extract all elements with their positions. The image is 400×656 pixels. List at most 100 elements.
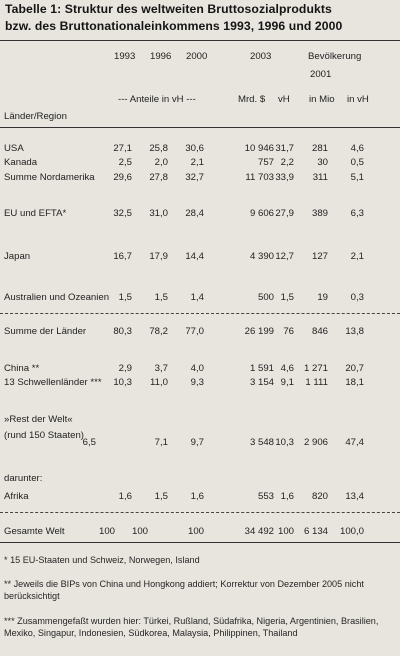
cell-pop-vh: 0,3 xyxy=(350,292,364,303)
header-1996: 1996 xyxy=(150,51,172,62)
cell-pop-vh: 0,5 xyxy=(350,157,364,168)
row-label: 13 Schwellenländer *** xyxy=(4,377,102,388)
cell-mio: 1 111 xyxy=(305,377,328,388)
cell-1996: 78,2 xyxy=(149,326,168,337)
cell-vh: 4,6 xyxy=(280,363,294,374)
cell-mio: 30 xyxy=(317,157,328,168)
cell-pop-vh: 18,1 xyxy=(345,377,364,388)
cell-mrd: 34 492 xyxy=(244,526,274,537)
cell-2000: 77,0 xyxy=(185,326,204,337)
footnote-1: * 15 EU-Staaten und Schweiz, Norwegen, I… xyxy=(4,555,200,565)
cell-2000: 9,7 xyxy=(190,437,204,448)
header-mrd: Mrd. $ xyxy=(238,94,266,105)
title-line-1: Tabelle 1: Struktur des weltweiten Brutt… xyxy=(5,2,332,16)
cell-mio: 19 xyxy=(317,292,328,303)
cell-1993: 2,9 xyxy=(118,363,132,374)
footnote-3: *** Zusammengefaßt wurden hier: Türkei, … xyxy=(4,616,379,639)
cell-1996: 1,5 xyxy=(154,292,168,303)
cell-mrd: 757 xyxy=(257,157,274,168)
cell-1993: 1,5 xyxy=(118,292,132,303)
cell-mio: 6 134 xyxy=(303,526,328,537)
header-region: Länder/Region xyxy=(4,111,67,122)
cell-vh: 12,7 xyxy=(275,251,294,262)
cell-1996: 3,7 xyxy=(154,363,168,374)
cell-1996: 100 xyxy=(131,526,148,537)
cell-pop-vh: 5,1 xyxy=(350,172,364,183)
cell-mrd: 3 548 xyxy=(249,437,274,448)
cell-mrd: 500 xyxy=(257,292,274,303)
cell-vh: 10,3 xyxy=(275,437,294,448)
cell-vh: 1,5 xyxy=(280,292,294,303)
row-label: darunter: xyxy=(4,473,43,484)
cell-vh: 100 xyxy=(277,526,294,537)
row-label: China ** xyxy=(4,363,40,374)
cell-pop-vh: 13,4 xyxy=(345,491,364,502)
cell-mio: 2 906 xyxy=(303,437,328,448)
cell-mio: 389 xyxy=(311,208,328,219)
cell-mio: 281 xyxy=(311,143,328,154)
cell-1993: 10,3 xyxy=(113,377,132,388)
row-label: Summe Nordamerika xyxy=(4,172,95,183)
row-label: (rund 150 Staaten) xyxy=(4,430,85,441)
dashed-separator-1 xyxy=(0,313,400,314)
cell-mio: 846 xyxy=(311,326,328,337)
header-1993: 1993 xyxy=(114,51,136,62)
cell-mrd: 4 390 xyxy=(249,251,274,262)
title-line-2: bzw. des Bruttonationaleinkommens 1993, … xyxy=(5,19,343,33)
cell-vh: 9,1 xyxy=(280,377,294,388)
cell-2000: 14,4 xyxy=(185,251,204,262)
cell-pop-vh: 47,4 xyxy=(345,437,364,448)
cell-1996: 2,0 xyxy=(154,157,168,168)
row-label: USA xyxy=(4,143,24,154)
cell-mrd: 1 591 xyxy=(249,363,274,374)
header-in-mio: in Mio xyxy=(309,94,335,105)
cell-vh: 33,9 xyxy=(275,172,294,183)
row-label: Japan xyxy=(4,251,31,262)
cell-mrd: 9 606 xyxy=(249,208,274,219)
cell-1996: 7,1 xyxy=(154,437,168,448)
cell-2000: 2,1 xyxy=(190,157,204,168)
header-in-vh: in vH xyxy=(347,94,369,105)
cell-1996: 31,0 xyxy=(149,208,168,219)
row-label: Afrika xyxy=(4,491,29,502)
cell-pop-vh: 4,6 xyxy=(350,143,364,154)
cell-2000: 1,6 xyxy=(190,491,204,502)
cell-mio: 820 xyxy=(311,491,328,502)
cell-1996: 17,9 xyxy=(149,251,168,262)
rule-bottom xyxy=(0,542,400,543)
cell-1993: 6,5 xyxy=(82,437,96,448)
cell-1993: 32,5 xyxy=(113,208,132,219)
cell-pop-vh: 100,0 xyxy=(339,526,364,537)
cell-2000: 100 xyxy=(187,526,204,537)
cell-1993: 29,6 xyxy=(113,172,132,183)
rule-top xyxy=(0,40,400,41)
row-label: »Rest der Welt« xyxy=(4,414,73,425)
cell-2000: 30,6 xyxy=(185,143,204,154)
cell-mrd: 3 154 xyxy=(249,377,274,388)
header-2000: 2000 xyxy=(186,51,208,62)
cell-1996: 11,0 xyxy=(150,377,168,388)
header-population-year: 2001 xyxy=(310,69,332,80)
dashed-separator-2 xyxy=(0,512,400,513)
cell-2000: 32,7 xyxy=(185,172,204,183)
cell-pop-vh: 6,3 xyxy=(350,208,364,219)
row-label: Australien und Ozeanien xyxy=(4,292,110,303)
cell-vh: 31,7 xyxy=(275,143,294,154)
cell-pop-vh: 20,7 xyxy=(345,363,364,374)
cell-2000: 28,4 xyxy=(185,208,204,219)
cell-1993: 100 xyxy=(98,526,115,537)
cell-vh: 1,6 xyxy=(280,491,294,502)
table-title: Tabelle 1: Struktur des weltweiten Brutt… xyxy=(5,1,397,35)
header-2003: 2003 xyxy=(250,51,272,62)
cell-1996: 1,5 xyxy=(154,491,168,502)
cell-vh: 27,9 xyxy=(275,208,294,219)
cell-1996: 25,8 xyxy=(149,143,168,154)
cell-1993: 27,1 xyxy=(113,143,132,154)
cell-pop-vh: 13,8 xyxy=(345,326,364,337)
cell-2000: 4,0 xyxy=(190,363,204,374)
row-label: Summe der Länder xyxy=(4,326,87,337)
cell-1993: 2,5 xyxy=(118,157,132,168)
cell-mio: 127 xyxy=(311,251,328,262)
cell-mrd: 11 703 xyxy=(245,172,274,183)
row-label: Gesamte Welt xyxy=(4,526,65,537)
